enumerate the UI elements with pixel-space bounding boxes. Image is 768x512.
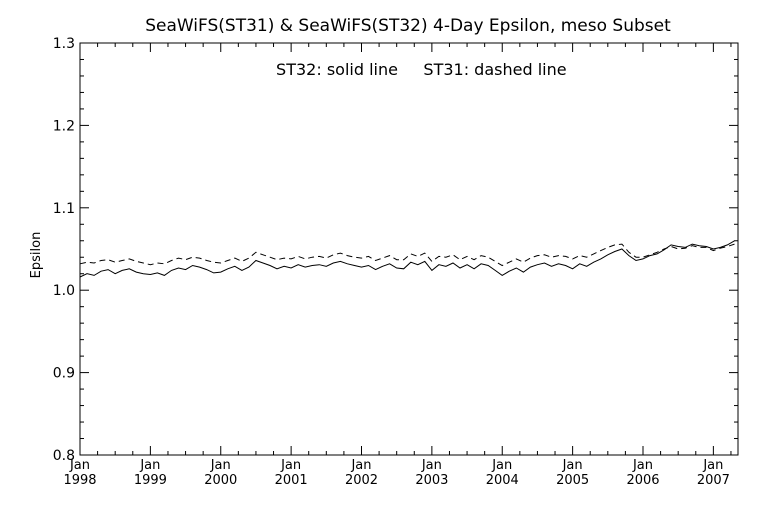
x-tick-month: Jan [562,458,583,473]
x-tick-month: Jan [280,458,301,473]
x-tick-month: Jan [139,458,160,473]
x-tick-year: 2000 [204,473,237,488]
x-tick-year: 2005 [556,473,589,488]
x-axis-ticks: Jan1998Jan1999Jan2000Jan2001Jan2002Jan20… [63,43,732,488]
y-tick-label: 1.2 [53,118,75,134]
y-axis-ticks: 0.8 0.9 1.0 1.1 1.2 1.3 [53,36,738,464]
series-lines [79,240,735,278]
x-tick-year: 2004 [486,473,519,488]
series-line-st32 [79,240,735,278]
x-tick-year: 2006 [626,473,659,488]
x-tick-year: 2003 [415,473,448,488]
y-tick-label: 0.9 [53,366,75,382]
plot-frame [79,42,739,456]
y-tick-label: 0.8 [53,448,75,464]
x-tick-year: 2007 [697,473,730,488]
x-tick-month: Jan [421,458,442,473]
y-tick-label: 1.0 [53,283,75,299]
series-line-st31 [79,243,735,267]
x-tick-month: Jan [632,458,653,473]
y-tick-label: 1.3 [53,36,75,52]
annotation-st31: ST31: dashed line [423,60,566,79]
x-tick-year: 2002 [345,473,378,488]
x-tick-month: Jan [210,458,231,473]
x-tick-month: Jan [69,458,90,473]
x-tick-year: 1999 [134,473,167,488]
x-tick-month: Jan [702,458,723,473]
x-tick-month: Jan [491,458,512,473]
x-tick-year: 2001 [275,473,308,488]
y-axis-label: Epsilon [29,232,44,279]
y-tick-label: 1.1 [53,201,75,217]
annotation-st32: ST32: solid line [276,60,398,79]
chart-title: SeaWiFS(ST31) & SeaWiFS(ST32) 4-Day Epsi… [145,16,671,36]
x-tick-year: 1998 [63,473,96,488]
x-tick-month: Jan [350,458,371,473]
